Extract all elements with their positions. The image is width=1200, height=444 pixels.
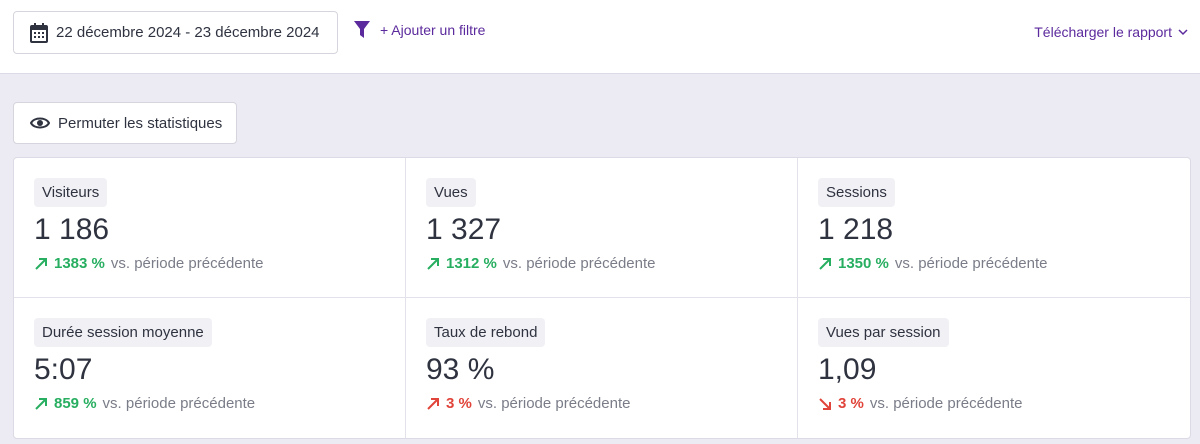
change-value: 1312 % bbox=[446, 255, 497, 272]
trend-arrow bbox=[819, 397, 831, 410]
stat-change: 1350 % vs. période précédente bbox=[818, 255, 1170, 272]
toggle-stats-text: Permuter les statistiques bbox=[58, 114, 223, 132]
stat-label: Sessions bbox=[818, 178, 895, 207]
trend-arrow bbox=[35, 257, 47, 270]
toolbar: 22 décembre 2024 - 23 décembre 2024 + Aj… bbox=[0, 0, 1200, 74]
download-report[interactable]: Télécharger le rapport bbox=[1034, 24, 1188, 40]
stat-card: Vues par session 1,09 3 % vs. période précé… bbox=[798, 298, 1190, 438]
eye-icon bbox=[30, 117, 50, 129]
date-range-button[interactable]: 22 décembre 2024 - 23 décembre 2024 bbox=[13, 11, 338, 54]
comparison-text: vs. période précédente bbox=[110, 255, 264, 272]
stat-change: 3 % vs. période précédente bbox=[818, 395, 1170, 412]
add-filter-text: + Ajouter un filtre bbox=[380, 22, 486, 38]
change-value: 3 % bbox=[446, 395, 472, 412]
comparison-text: vs. période précédente bbox=[477, 395, 631, 412]
stat-card: Taux de rebond 93 % 3 % vs. période précéde… bbox=[406, 298, 798, 438]
stat-card: Vues 1 327 1312 % vs. période précédente bbox=[406, 158, 798, 298]
comparison-text: vs. période précédente bbox=[502, 255, 656, 272]
stat-card: Durée session moyenne 5:07 859 % vs. périod… bbox=[14, 298, 406, 438]
stat-change: 859 % vs. période précédente bbox=[34, 395, 385, 412]
change-value: 859 % bbox=[54, 395, 97, 412]
change-value: 1383 % bbox=[54, 255, 105, 272]
stat-value: 93 % bbox=[426, 353, 495, 386]
toggle-stats-button[interactable]: Permuter les statistiques bbox=[13, 102, 237, 144]
stat-label: Vues par session bbox=[818, 318, 949, 347]
stat-change: 3 % vs. période précédente bbox=[426, 395, 777, 412]
stat-value: 1 218 bbox=[818, 213, 894, 246]
stat-label: Vues bbox=[426, 178, 476, 207]
stats-grid: Visiteurs 1 186 1383 % vs. période précéden… bbox=[13, 157, 1191, 439]
trend-arrow bbox=[819, 257, 831, 270]
change-value: 1350 % bbox=[838, 255, 889, 272]
stat-value: 1 327 bbox=[426, 213, 502, 246]
content: Permuter les statistiques Visiteurs 1 186… bbox=[0, 74, 1200, 444]
date-range: 22 décembre 2024 - 23 décembre 2024 bbox=[56, 24, 320, 41]
add-filter[interactable]: + Ajouter un filtre bbox=[354, 20, 485, 40]
calendar-icon bbox=[30, 22, 48, 43]
trend-arrow bbox=[35, 397, 47, 410]
download-report-text: Télécharger le rapport bbox=[1034, 24, 1172, 40]
filter-icon bbox=[354, 21, 370, 38]
stat-card: Sessions 1 218 1350 % vs. période précédent… bbox=[798, 158, 1190, 298]
stat-value: 5:07 bbox=[34, 353, 93, 386]
stat-label: Visiteurs bbox=[34, 178, 108, 207]
trend-arrow bbox=[427, 257, 439, 270]
comparison-text: vs. période précédente bbox=[102, 395, 256, 412]
stat-change: 1383 % vs. période précédente bbox=[34, 255, 385, 272]
stat-card: Visiteurs 1 186 1383 % vs. période précéden… bbox=[14, 158, 406, 298]
stat-value: 1,09 bbox=[818, 353, 877, 386]
trend-arrow bbox=[427, 397, 439, 410]
comparison-text: vs. période précédente bbox=[869, 395, 1023, 412]
stat-label: Durée session moyenne bbox=[34, 318, 212, 347]
stat-label: Taux de rebond bbox=[426, 318, 546, 347]
stat-value: 1 186 bbox=[34, 213, 110, 246]
change-value: 3 % bbox=[838, 395, 864, 412]
chevron-icon bbox=[1178, 29, 1188, 36]
stat-change: 1312 % vs. période précédente bbox=[426, 255, 777, 272]
comparison-text: vs. période précédente bbox=[894, 255, 1048, 272]
